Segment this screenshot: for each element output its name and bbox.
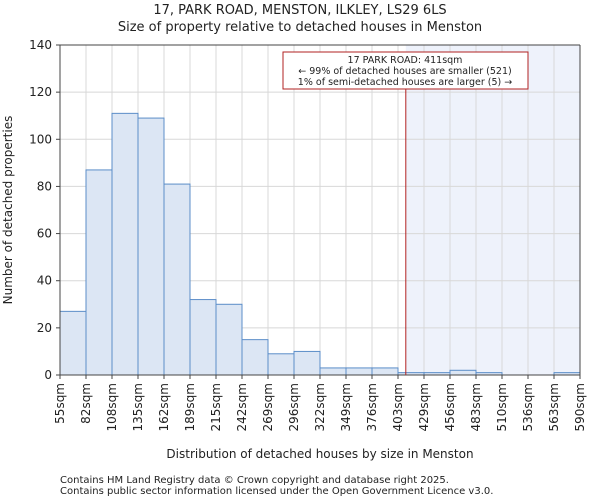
bar-108sqm: [111, 112, 139, 376]
bar-269sqm: [267, 353, 295, 376]
x-tick-label: 563sqm: [547, 383, 561, 431]
y-tick-label: 120: [29, 85, 52, 99]
x-tick-label: 269sqm: [261, 383, 275, 431]
chart-title: 17, PARK ROAD, MENSTON, ILKLEY, LS29 6LS: [153, 3, 446, 18]
bar-349sqm: [345, 367, 373, 376]
x-tick-label: 55sqm: [53, 383, 67, 424]
y-tick-label: 20: [37, 321, 52, 335]
x-tick-label: 82sqm: [79, 383, 93, 424]
y-tick-label: 0: [44, 368, 52, 382]
x-tick-label: 162sqm: [157, 383, 171, 431]
x-tick-label: 536sqm: [521, 383, 535, 431]
chart-subtitle: Size of property relative to detached ho…: [118, 20, 482, 35]
bar-215sqm: [215, 303, 243, 376]
x-tick-label: 510sqm: [495, 383, 509, 431]
x-tick-label: 296sqm: [287, 383, 301, 431]
y-tick-label: 40: [37, 274, 52, 288]
y-tick-label: 80: [37, 179, 52, 193]
bar-82sqm: [85, 169, 113, 376]
annotation-line-2: ← 99% of detached houses are smaller (52…: [298, 66, 511, 77]
bar-322sqm: [319, 367, 347, 376]
y-tick-label: 140: [29, 38, 52, 52]
x-tick-label: 483sqm: [469, 383, 483, 431]
bar-135sqm: [137, 117, 165, 376]
y-tick-label: 100: [29, 132, 52, 146]
bar-296sqm: [293, 350, 321, 376]
y-tick-label: 60: [37, 227, 52, 241]
y-axis-label: Number of detached properties: [1, 116, 15, 305]
x-tick-label: 349sqm: [339, 383, 353, 431]
x-tick-label: 376sqm: [365, 383, 379, 431]
x-tick-label: 135sqm: [131, 383, 145, 431]
footer-line-2: Contains public sector information licen…: [60, 486, 493, 497]
annotation-box: 17 PARK ROAD: 411sqm ← 99% of detached h…: [282, 51, 529, 90]
bar-162sqm: [163, 183, 191, 376]
x-axis-label: Distribution of detached houses by size …: [166, 447, 473, 461]
bar-189sqm: [189, 299, 217, 376]
annotation-line-1: 17 PARK ROAD: 411sqm: [348, 55, 463, 66]
annotation-line-3: 1% of semi-detached houses are larger (5…: [298, 77, 512, 88]
x-tick-label: 242sqm: [235, 383, 249, 431]
x-tick-label: 590sqm: [573, 383, 587, 431]
x-tick-label: 108sqm: [105, 383, 119, 431]
bar-456sqm: [449, 369, 477, 376]
bar-55sqm: [59, 310, 87, 376]
x-tick-label: 429sqm: [417, 383, 431, 431]
highlight-region: [405, 45, 580, 375]
x-tick-label: 189sqm: [183, 383, 197, 431]
x-tick-label: 403sqm: [391, 383, 405, 431]
x-tick-label: 456sqm: [443, 383, 457, 431]
bar-376sqm: [371, 367, 399, 376]
footer-line-1: Contains HM Land Registry data © Crown c…: [60, 475, 449, 486]
x-tick-label: 322sqm: [313, 383, 327, 431]
x-tick-label: 215sqm: [209, 383, 223, 431]
bar-242sqm: [241, 339, 269, 376]
